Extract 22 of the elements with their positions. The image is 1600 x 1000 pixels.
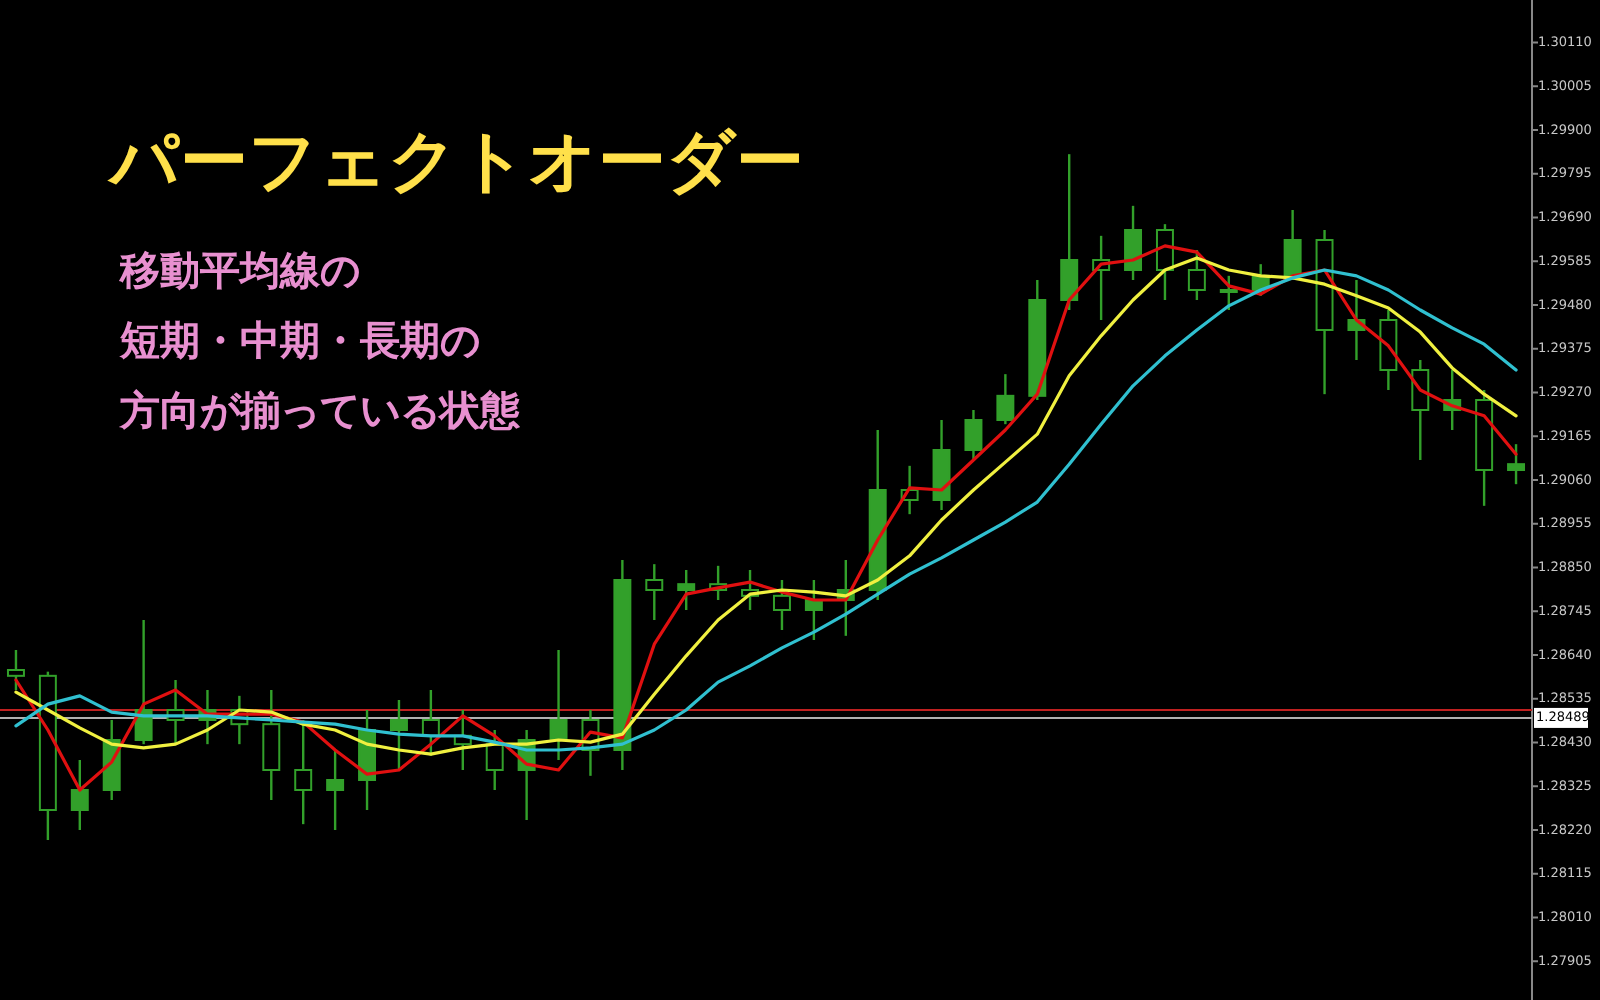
candlestick	[485, 728, 504, 792]
candlestick	[1411, 358, 1430, 462]
annotation: 短期・中期・長期の	[118, 316, 480, 364]
candlestick	[6, 648, 25, 692]
candlestick	[1187, 248, 1206, 302]
candlestick	[1507, 442, 1526, 486]
annotation: 移動平均線の	[118, 246, 360, 294]
candlestick	[389, 698, 408, 772]
candlestick	[677, 568, 696, 612]
candlestick	[549, 648, 568, 762]
candlestick	[645, 562, 664, 622]
candlestick	[772, 578, 791, 632]
candlestick	[964, 408, 983, 462]
annotation: 方向が揃っている状態	[118, 386, 522, 434]
candlestick	[1219, 274, 1238, 312]
text: パーフェクトオーダー	[106, 122, 804, 202]
candlestick	[1060, 152, 1079, 312]
candlestick	[1124, 204, 1143, 282]
candlestick	[262, 688, 281, 802]
candlestick	[996, 372, 1015, 426]
candlestick	[326, 748, 345, 832]
candlestick	[70, 758, 89, 832]
